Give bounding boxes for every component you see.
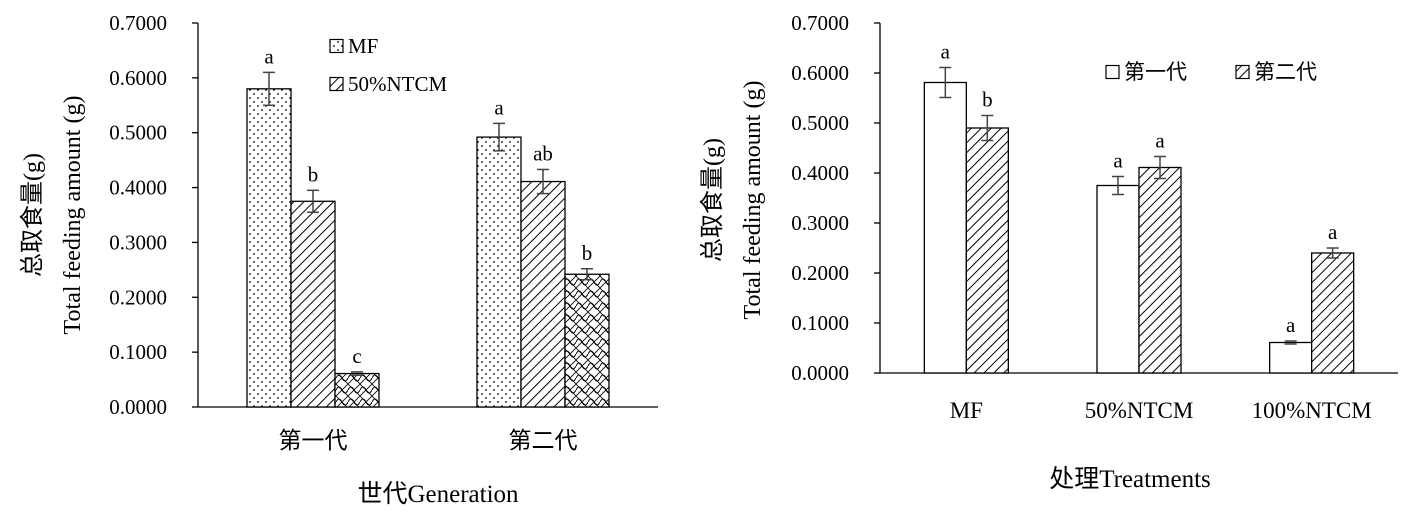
significance-label: ab xyxy=(533,141,553,165)
bar xyxy=(520,180,566,408)
significance-label: a xyxy=(941,40,951,64)
significance-label: a xyxy=(1113,149,1123,173)
y-tick-label: 0.7000 xyxy=(791,11,849,35)
bar xyxy=(1311,252,1355,374)
y-tick-label: 0.2000 xyxy=(791,261,849,285)
category-label: 50%NTCM xyxy=(1085,398,1194,423)
y-tick-label: 0.7000 xyxy=(109,11,167,35)
y-tick-label: 0.4000 xyxy=(109,176,167,200)
y-tick-label: 0.3000 xyxy=(791,211,849,235)
x-axis-label: 处理Treatments xyxy=(1049,465,1211,493)
bar xyxy=(1096,184,1140,374)
y-tick-label: 0.6000 xyxy=(791,61,849,85)
bar xyxy=(1269,341,1313,374)
significance-label: b xyxy=(308,162,319,186)
y-tick-label: 0.1000 xyxy=(791,311,849,335)
y-tick-label: 0.0000 xyxy=(109,395,167,419)
legend-swatch xyxy=(329,76,344,92)
category-label: 第二代 xyxy=(509,428,578,453)
significance-label: a xyxy=(1328,220,1338,244)
y-tick-label: 0.4000 xyxy=(791,161,849,185)
y-axis-label-cn: 总取食量(g) xyxy=(699,138,726,262)
bar xyxy=(923,81,967,374)
category-label: 100%NTCM xyxy=(1252,398,1372,423)
bar xyxy=(290,200,336,408)
category-label: 第一代 xyxy=(279,428,348,453)
significance-label: b xyxy=(982,88,993,112)
y-axis-label-en: Total feeding amount (g) xyxy=(60,96,86,335)
significance-label: c xyxy=(352,344,361,368)
bar xyxy=(564,273,610,408)
chart-treatments: 0.0000 0.1000 0.2000 0.3000 0.4000 0.5000 0.60… xyxy=(699,11,1398,493)
y-tick-label: 0.3000 xyxy=(109,230,167,254)
bar xyxy=(965,127,1009,374)
y-tick-label: 0.5000 xyxy=(791,111,849,135)
legend-label: 第二代 xyxy=(1254,60,1317,84)
bar xyxy=(476,136,522,408)
bar xyxy=(334,372,380,408)
significance-label: a xyxy=(1286,313,1296,337)
legend-label: 50%NTCM xyxy=(348,72,447,96)
y-axis-label-cn: 总取食量(g) xyxy=(19,153,46,277)
x-axis-label: 世代Generation xyxy=(357,480,519,508)
legend-swatch xyxy=(1105,64,1120,80)
bar xyxy=(1138,166,1182,374)
significance-label: a xyxy=(494,95,504,119)
significance-label: a xyxy=(264,44,274,68)
legend-label: 第一代 xyxy=(1124,60,1187,84)
y-tick-label: 0.6000 xyxy=(109,66,167,90)
significance-label: a xyxy=(1155,129,1165,153)
legend-swatch xyxy=(329,38,344,54)
y-tick-label: 0.2000 xyxy=(109,285,167,309)
y-tick-label: 0.1000 xyxy=(109,340,167,364)
legend-label: MF xyxy=(348,34,378,58)
significance-label: b xyxy=(582,241,593,265)
category-label: MF xyxy=(950,398,983,423)
y-axis-label-en: Total feeding amount (g) xyxy=(740,81,766,320)
y-tick-label: 0.5000 xyxy=(109,121,167,145)
legend-swatch xyxy=(1235,64,1250,80)
y-tick-label: 0.0000 xyxy=(791,361,849,385)
bar xyxy=(246,88,292,408)
chart-generation: 0.0000 0.1000 0.2000 0.3000 0.4000 0.5000 0.60… xyxy=(19,11,658,508)
